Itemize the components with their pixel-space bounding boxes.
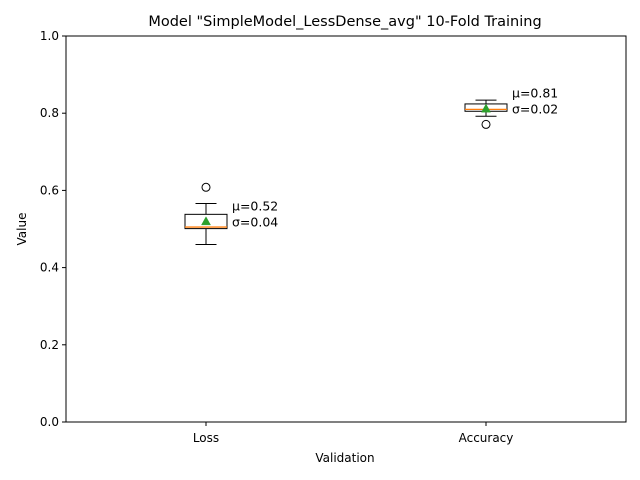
x-axis-label: Validation [315, 451, 374, 465]
mean-annotation: μ=0.81 [512, 86, 558, 101]
x-tick-label: Loss [193, 431, 219, 445]
y-tick-label: 0.2 [40, 338, 59, 352]
outlier-point [481, 119, 491, 129]
std-annotation: σ=0.02 [512, 102, 558, 117]
y-axis-ticks: 0.0 0.2 0.4 0.6 0.8 1.0 [40, 29, 66, 429]
y-tick-label: 0.4 [40, 261, 59, 275]
outlier-point [201, 182, 211, 192]
box-group-accuracy: μ=0.81σ=0.02 [464, 86, 558, 129]
mean-annotation: μ=0.52 [232, 198, 278, 213]
y-axis-label: Value [15, 213, 29, 246]
y-tick-label: 0.8 [40, 106, 59, 120]
mean-marker [201, 216, 211, 226]
box-series: μ=0.52σ=0.04 μ=0.81σ=0.02 [184, 86, 558, 245]
plot-area [65, 35, 627, 423]
axes-frame [65, 35, 627, 423]
x-axis-ticks: Loss Accuracy [193, 422, 514, 445]
chart-title: Model "SimpleModel_LessDense_avg" 10-Fol… [148, 14, 541, 30]
y-tick-label: 1.0 [40, 29, 59, 43]
mean-marker [481, 103, 491, 113]
std-annotation: σ=0.04 [232, 214, 278, 229]
x-tick-label: Accuracy [459, 431, 514, 445]
y-tick-label: 0.6 [40, 183, 59, 197]
box-group-loss: μ=0.52σ=0.04 [184, 182, 278, 245]
y-tick-label: 0.0 [40, 415, 59, 429]
